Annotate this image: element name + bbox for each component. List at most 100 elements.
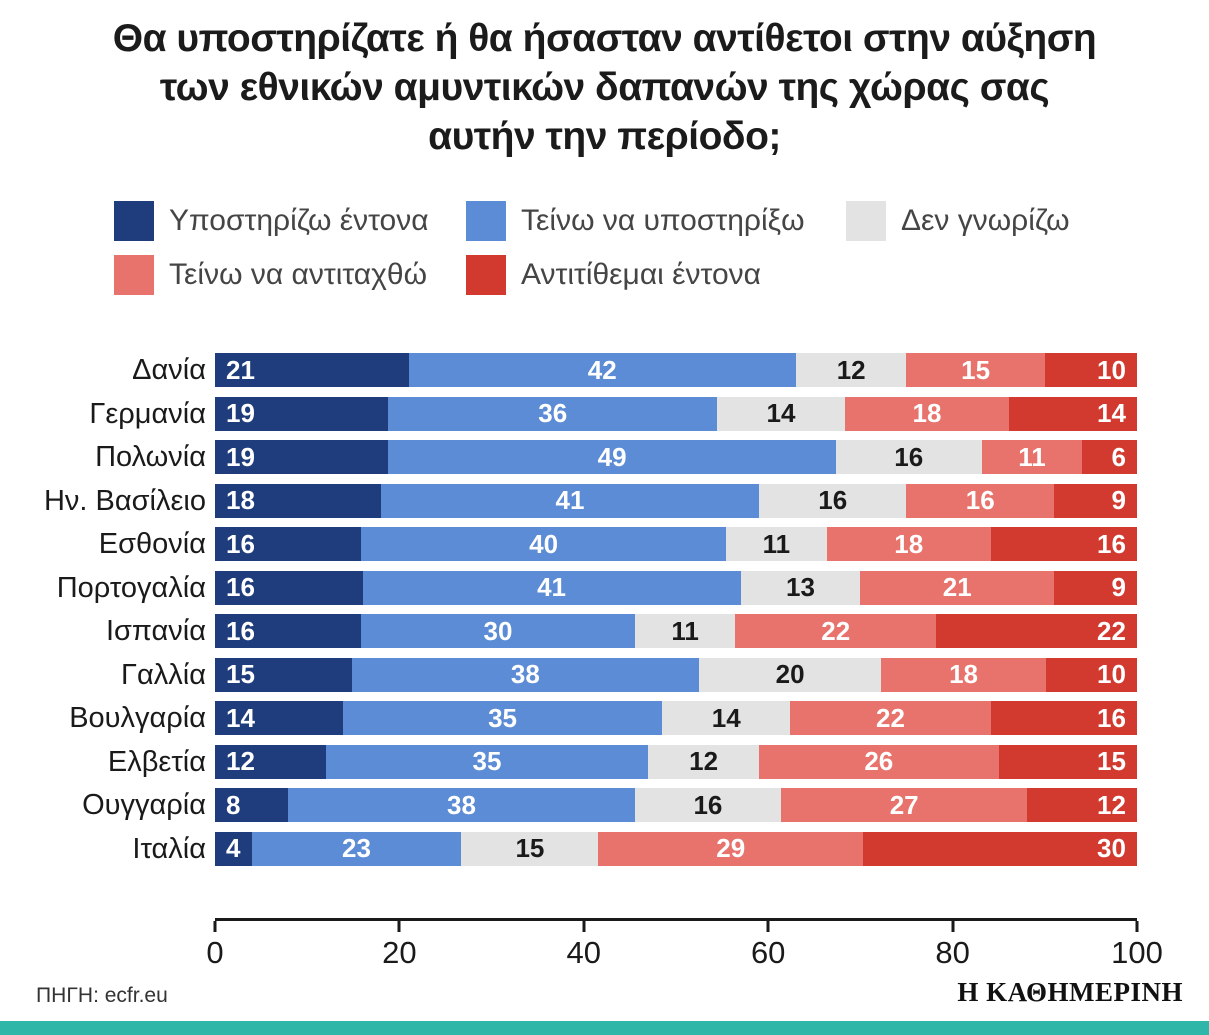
legend-item: Δεν γνωρίζω bbox=[846, 201, 1209, 241]
legend-swatch bbox=[114, 201, 154, 241]
legend: Υποστηρίζω έντονα Τείνω να υποστηρίξω Δεν … bbox=[114, 201, 1209, 295]
bar-segment: 22 bbox=[936, 614, 1137, 648]
row-label: Πολωνία bbox=[95, 441, 206, 473]
segment-value: 8 bbox=[226, 789, 241, 820]
segment-value: 30 bbox=[1097, 833, 1126, 863]
row-label: Γαλλία bbox=[121, 658, 206, 691]
bar-segment: 19 bbox=[215, 396, 389, 431]
segment-value: 19 bbox=[226, 441, 255, 472]
bar-row: Ελβετία 12 35 12 26 15 bbox=[36, 744, 1137, 779]
row-label: Γερμανία bbox=[89, 397, 206, 430]
bar-stack: 16 30 11 22 22 bbox=[215, 614, 1137, 648]
bar-segment: 13 bbox=[740, 570, 861, 605]
row-label: Ουγγαρία bbox=[82, 789, 206, 821]
bar-segment: 18 bbox=[826, 527, 991, 561]
segment-value: 41 bbox=[555, 485, 585, 515]
bar-segment: 16 bbox=[215, 570, 363, 605]
bar-segment: 11 bbox=[726, 527, 827, 561]
segment-value: 11 bbox=[671, 615, 699, 646]
bar-segment: 20 bbox=[698, 657, 882, 692]
bar-segment: 30 bbox=[361, 614, 635, 648]
segment-value: 42 bbox=[587, 354, 617, 385]
bar-segment: 15 bbox=[461, 831, 599, 866]
segment-value: 16 bbox=[693, 789, 723, 820]
legend-item: Τείνω να αντιταχθώ bbox=[114, 255, 466, 295]
bottom-stripe bbox=[0, 1021, 1209, 1035]
axis-tick bbox=[213, 920, 217, 932]
segment-value: 29 bbox=[716, 833, 746, 863]
bar-row: Πολωνία 19 49 16 11 6 bbox=[36, 440, 1137, 474]
axis-tick bbox=[766, 920, 770, 932]
x-axis: 0 20 40 60 80 100 bbox=[0, 917, 1209, 980]
legend-item: Αντιτίθεμαι έντονα bbox=[466, 255, 846, 295]
segment-value: 14 bbox=[1097, 398, 1126, 428]
legend-swatch bbox=[466, 255, 506, 295]
bar-segment: 18 bbox=[881, 657, 1046, 692]
legend-label: Τείνω να αντιταχθώ bbox=[169, 258, 427, 291]
bar-segment: 38 bbox=[351, 657, 699, 692]
bar-row: Ιταλία 4 23 15 29 30 bbox=[36, 831, 1137, 866]
segment-value: 16 bbox=[818, 485, 848, 515]
segment-value: 18 bbox=[226, 485, 255, 515]
row-label: Βουλγαρία bbox=[69, 702, 206, 734]
bar-segment: 9 bbox=[1054, 570, 1137, 605]
segment-value: 23 bbox=[342, 833, 371, 863]
axis-tick bbox=[951, 920, 955, 932]
row-label: Δανία bbox=[132, 354, 206, 386]
segment-value: 15 bbox=[515, 833, 545, 863]
bar-segment: 6 bbox=[1082, 440, 1137, 474]
legend-item: Τείνω να υποστηρίξω bbox=[466, 201, 846, 241]
axis-tick-label: 20 bbox=[382, 934, 417, 970]
bar-row: Δανία 21 42 12 15 10 bbox=[36, 353, 1137, 387]
footer: ΠΗΓΗ: ecfr.eu Η ΚΑΘΗΜΕΡΙΝΗ bbox=[36, 977, 1183, 1008]
segment-value: 26 bbox=[864, 746, 894, 776]
bar-segment: 16 bbox=[215, 614, 362, 648]
bar-segment: 35 bbox=[342, 701, 663, 735]
segment-value: 16 bbox=[894, 441, 924, 472]
bar-segment: 10 bbox=[1044, 353, 1137, 387]
title-line-2: των εθνικών αμυντικών δαπανών της χώρας … bbox=[159, 66, 1050, 109]
segment-value: 19 bbox=[226, 398, 255, 428]
bar-segment: 14 bbox=[717, 396, 845, 431]
segment-value: 12 bbox=[226, 746, 255, 776]
segment-value: 15 bbox=[226, 659, 255, 689]
row-label: Ιταλία bbox=[132, 832, 206, 865]
bar-segment: 23 bbox=[251, 831, 462, 866]
bar-segment: 12 bbox=[215, 744, 326, 779]
bar-segment: 12 bbox=[648, 744, 759, 779]
bar-segment: 8 bbox=[215, 788, 289, 822]
bar-segment: 16 bbox=[990, 527, 1137, 561]
bar-row: Εσθονία 16 40 11 18 16 bbox=[36, 527, 1137, 561]
segment-value: 22 bbox=[821, 615, 851, 646]
bar-row: Ην. Βασίλειο 18 41 16 16 9 bbox=[36, 483, 1137, 518]
bar-row: Γαλλία 15 38 20 18 10 bbox=[36, 657, 1137, 692]
segment-value: 35 bbox=[472, 746, 502, 776]
bar-segment: 18 bbox=[215, 483, 381, 518]
bar-segment: 16 bbox=[634, 788, 781, 822]
segment-value: 20 bbox=[775, 659, 805, 689]
segment-value: 12 bbox=[689, 746, 719, 776]
bar-segment: 21 bbox=[215, 353, 409, 387]
bar-segment: 49 bbox=[388, 440, 836, 474]
axis-tick-label: 60 bbox=[750, 934, 786, 970]
bar-segment: 18 bbox=[844, 396, 1010, 431]
bar-segment: 41 bbox=[362, 570, 741, 605]
bar-segment: 16 bbox=[215, 527, 362, 561]
bar-segment: 36 bbox=[388, 396, 718, 431]
bar-segment: 15 bbox=[998, 744, 1137, 779]
row-label: Ην. Βασίλειο bbox=[43, 484, 206, 517]
segment-value: 11 bbox=[1018, 441, 1046, 472]
segment-value: 35 bbox=[488, 702, 517, 733]
segment-value: 9 bbox=[1111, 485, 1126, 515]
bar-segment: 29 bbox=[598, 831, 864, 866]
segment-value: 14 bbox=[711, 702, 741, 733]
segment-value: 16 bbox=[1097, 528, 1126, 559]
x-axis-line bbox=[215, 917, 1137, 921]
bar-stack: 16 41 13 21 9 bbox=[215, 570, 1137, 605]
segment-value: 13 bbox=[786, 572, 815, 602]
segment-value: 9 bbox=[1111, 572, 1126, 602]
segment-value: 6 bbox=[1111, 441, 1126, 472]
axis-tick bbox=[582, 920, 586, 932]
chart-rows: Δανία 21 42 12 15 10 Γερμανία 19 36 14 18 14 Πολωνία… bbox=[0, 353, 1209, 866]
bar-segment: 15 bbox=[906, 353, 1045, 387]
